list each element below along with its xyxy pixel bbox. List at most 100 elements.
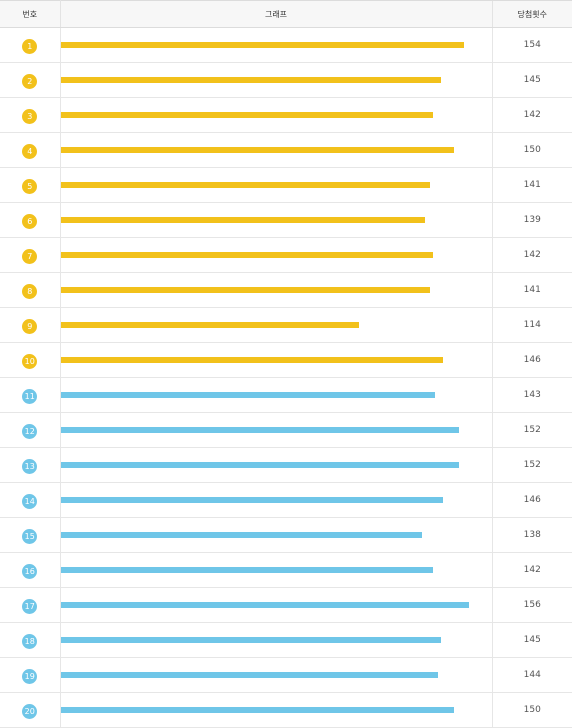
frequency-bar [60, 42, 464, 48]
graph-cell [60, 202, 492, 238]
number-ball: 13 [22, 458, 38, 474]
graph-cell [60, 97, 492, 133]
number-cell: 20 [0, 692, 61, 728]
number-cell: 15 [0, 517, 61, 553]
graph-cell [60, 307, 492, 343]
graph-cell [60, 377, 492, 413]
count-value: 142 [491, 237, 572, 273]
graph-cell [60, 412, 492, 448]
frequency-bar [60, 147, 454, 153]
graph-cell [60, 622, 492, 658]
frequency-bar [60, 287, 430, 293]
graph-cell [60, 272, 492, 308]
number-ball: 16 [22, 563, 38, 579]
frequency-bar [60, 707, 454, 713]
graph-cell [60, 692, 492, 728]
table-row: 10 146 [0, 342, 572, 378]
table-row: 6 139 [0, 202, 572, 238]
header-graph: 그래프 [60, 0, 492, 28]
frequency-bar [60, 567, 433, 573]
number-cell: 6 [0, 202, 61, 238]
number-ball: 17 [22, 598, 38, 614]
number-ball: 10 [22, 353, 38, 369]
frequency-bar [60, 217, 425, 223]
table-row: 17 156 [0, 587, 572, 623]
table-row: 18 145 [0, 622, 572, 658]
table-row: 20 150 [0, 692, 572, 728]
number-ball: 20 [22, 703, 38, 719]
number-cell: 5 [0, 167, 61, 203]
number-ball: 1 [22, 38, 38, 54]
header-row: 번호 그래프 당첨횟수 [0, 0, 572, 28]
number-ball: 7 [22, 248, 38, 264]
frequency-bar [60, 672, 438, 678]
count-value: 152 [491, 447, 572, 483]
number-ball: 3 [22, 108, 38, 124]
frequency-bar [60, 637, 441, 643]
number-cell: 17 [0, 587, 61, 623]
table-row: 4 150 [0, 132, 572, 168]
count-value: 154 [491, 27, 572, 63]
table-row: 13 152 [0, 447, 572, 483]
graph-cell [60, 482, 492, 518]
header-count: 당첨횟수 [491, 0, 572, 28]
graph-cell [60, 587, 492, 623]
count-value: 156 [491, 587, 572, 623]
graph-cell [60, 27, 492, 63]
count-value: 142 [491, 552, 572, 588]
count-value: 150 [491, 132, 572, 168]
number-ball: 6 [22, 213, 38, 229]
number-cell: 16 [0, 552, 61, 588]
number-cell: 7 [0, 237, 61, 273]
graph-cell [60, 167, 492, 203]
count-value: 141 [491, 167, 572, 203]
table-row: 15 138 [0, 517, 572, 553]
count-value: 144 [491, 657, 572, 693]
table-row: 19 144 [0, 657, 572, 693]
number-ball: 18 [22, 633, 38, 649]
number-cell: 1 [0, 27, 61, 63]
number-cell: 4 [0, 132, 61, 168]
table-row: 11 143 [0, 377, 572, 413]
graph-cell [60, 517, 492, 553]
table-row: 16 142 [0, 552, 572, 588]
frequency-bar [60, 392, 435, 398]
frequency-bar [60, 77, 441, 83]
number-cell: 13 [0, 447, 61, 483]
count-value: 150 [491, 692, 572, 728]
count-value: 141 [491, 272, 572, 308]
graph-cell [60, 552, 492, 588]
number-cell: 10 [0, 342, 61, 378]
graph-cell [60, 132, 492, 168]
table-row: 5 141 [0, 167, 572, 203]
table-row: 14 146 [0, 482, 572, 518]
frequency-bar [60, 497, 443, 503]
number-cell: 19 [0, 657, 61, 693]
graph-cell [60, 657, 492, 693]
table-row: 8 141 [0, 272, 572, 308]
frequency-bar [60, 322, 359, 328]
frequency-bar [60, 602, 469, 608]
table-row: 12 152 [0, 412, 572, 448]
number-cell: 14 [0, 482, 61, 518]
count-value: 139 [491, 202, 572, 238]
frequency-bar [60, 182, 430, 188]
graph-cell [60, 447, 492, 483]
count-value: 145 [491, 622, 572, 658]
count-value: 146 [491, 342, 572, 378]
count-value: 152 [491, 412, 572, 448]
table-row: 1 154 [0, 27, 572, 63]
number-ball: 14 [22, 493, 38, 509]
number-cell: 2 [0, 62, 61, 98]
count-value: 143 [491, 377, 572, 413]
frequency-bar [60, 112, 433, 118]
count-value: 142 [491, 97, 572, 133]
number-ball: 15 [22, 528, 38, 544]
number-ball: 12 [22, 423, 38, 439]
count-value: 114 [491, 307, 572, 343]
number-cell: 18 [0, 622, 61, 658]
count-value: 146 [491, 482, 572, 518]
number-ball: 11 [22, 388, 38, 404]
number-ball: 19 [22, 668, 38, 684]
